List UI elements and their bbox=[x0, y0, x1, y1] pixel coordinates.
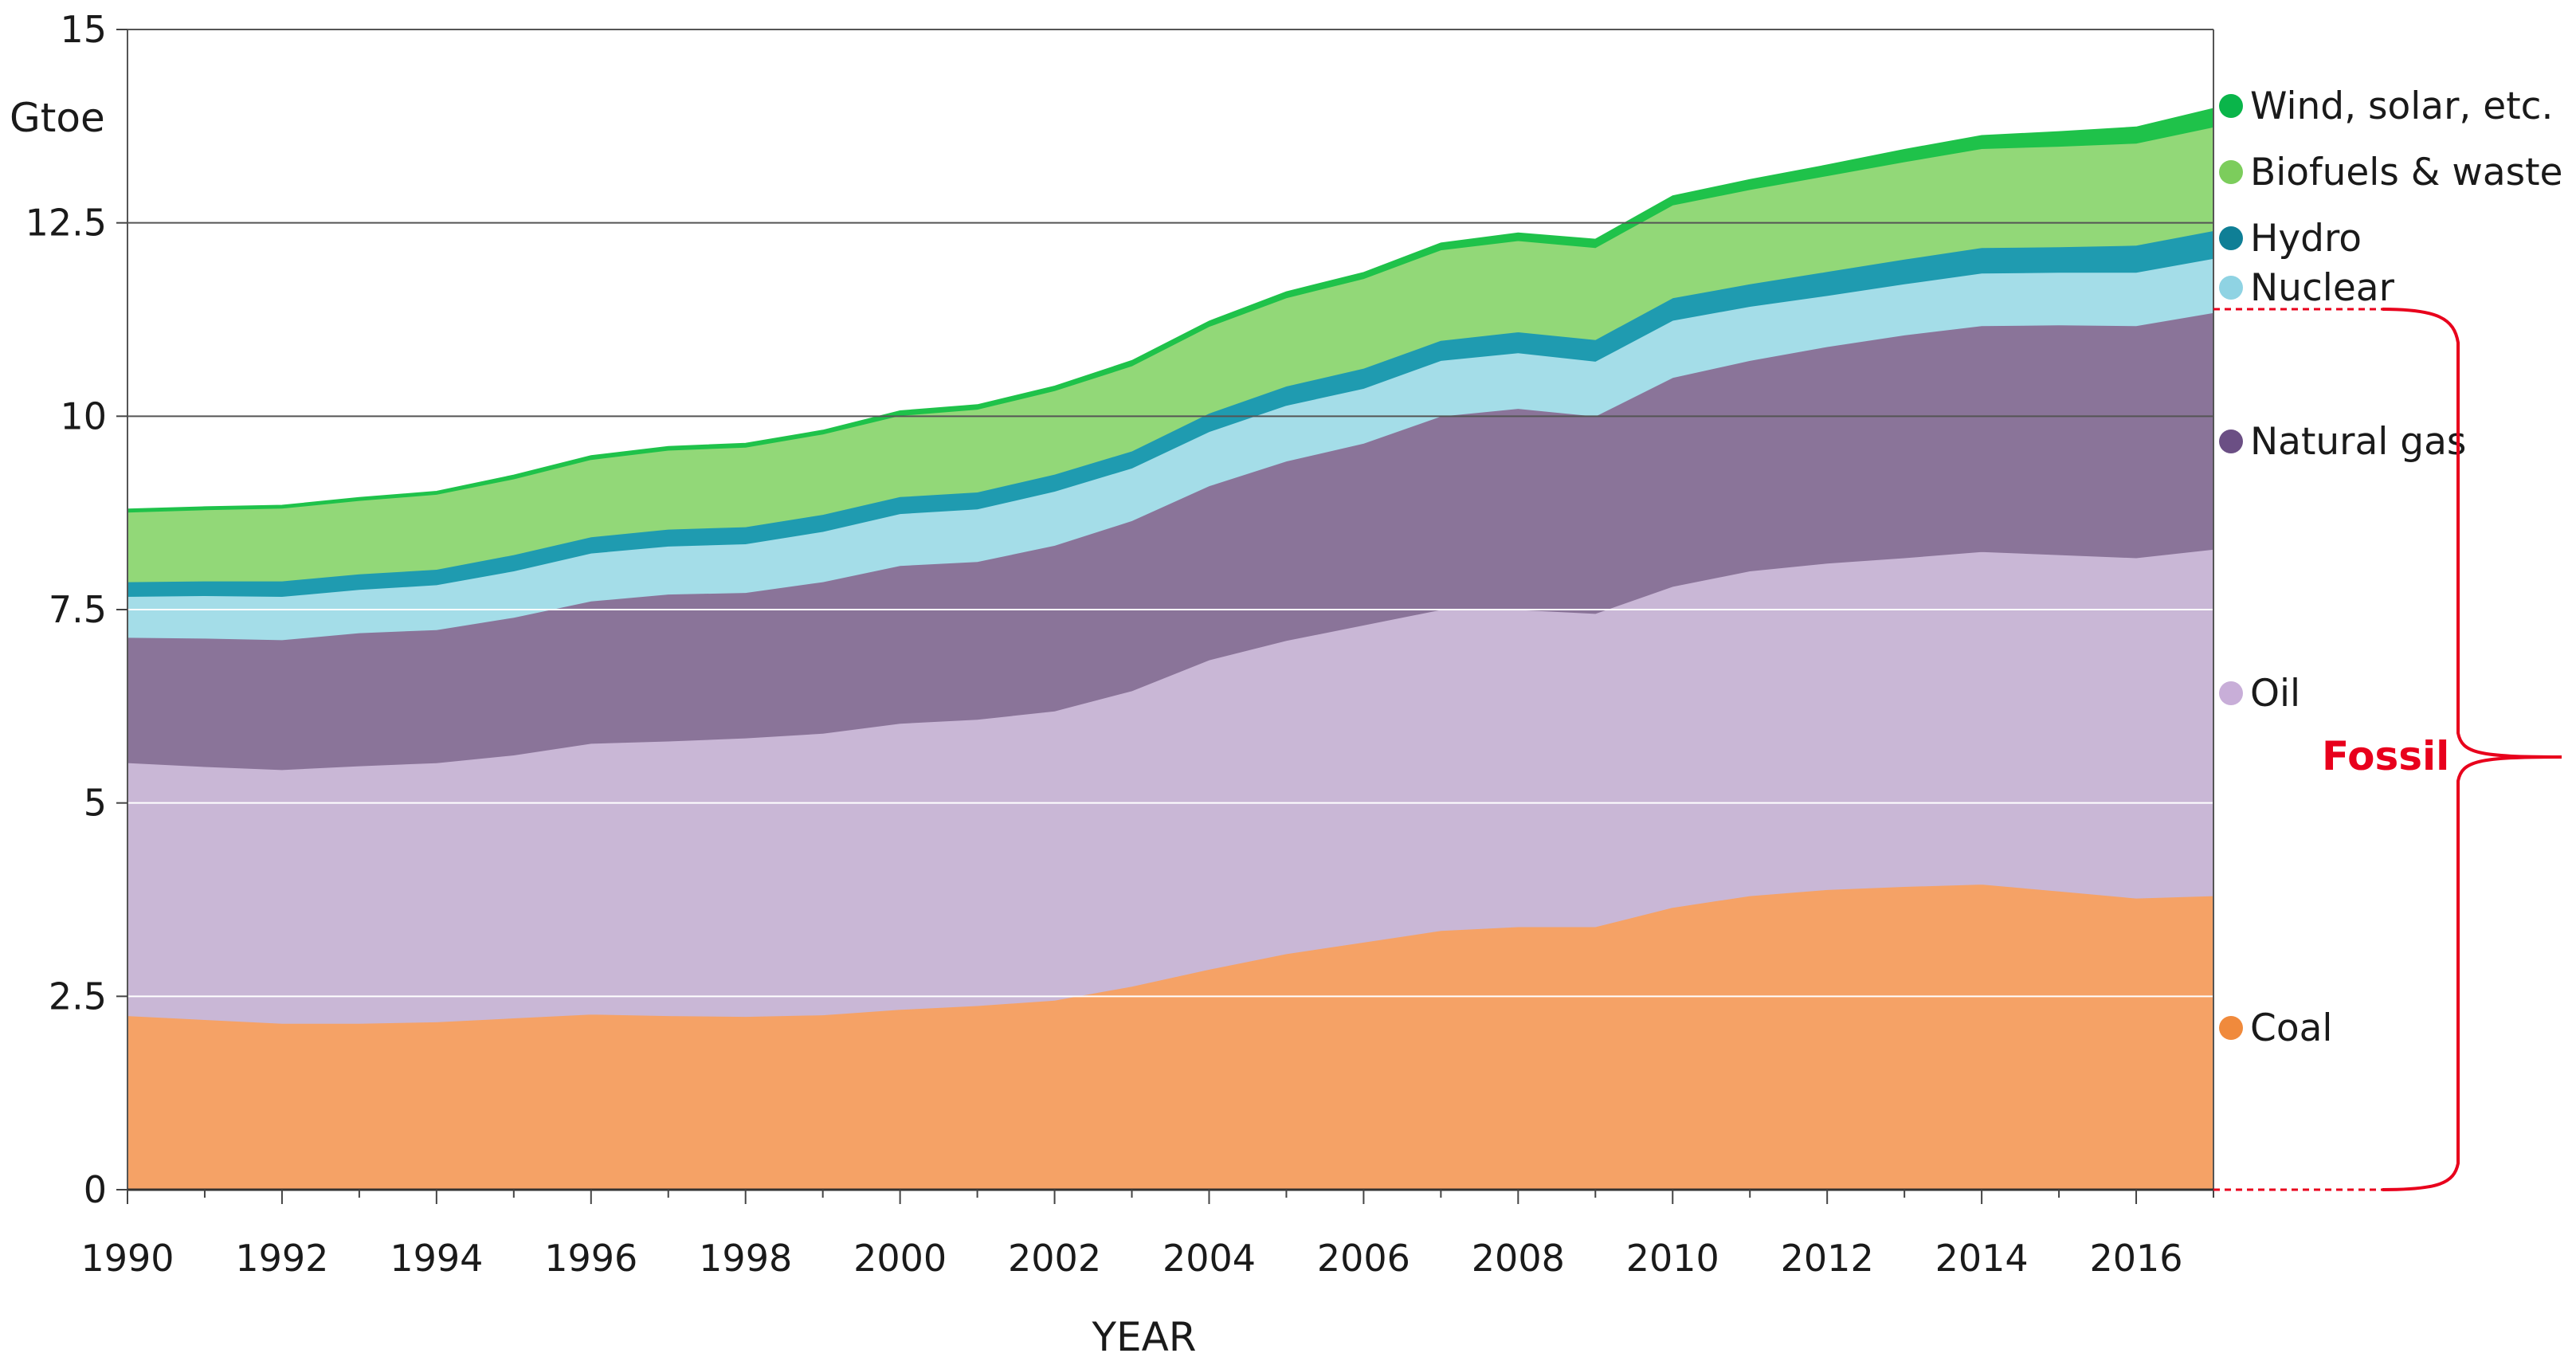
legend-label: Wind, solar, etc. bbox=[2250, 84, 2553, 128]
legend-swatch bbox=[2219, 276, 2243, 300]
legend-item-oil: Oil bbox=[2219, 672, 2300, 716]
legend-item-natural-gas: Natural gas bbox=[2219, 420, 2466, 464]
legend-swatch bbox=[2219, 94, 2243, 118]
axes bbox=[116, 29, 2214, 1204]
legend-label: Oil bbox=[2250, 672, 2300, 716]
legend-label: Coal bbox=[2250, 1006, 2332, 1050]
legend-swatch bbox=[2219, 226, 2243, 250]
y-axis-title: Gtoe bbox=[10, 95, 105, 141]
x-tick-label: 1994 bbox=[390, 1237, 483, 1280]
y-tick-label: 0 bbox=[84, 1168, 107, 1211]
stacked-areas bbox=[127, 108, 2214, 1190]
y-tick-label: 15 bbox=[60, 8, 107, 51]
x-tick-label: 1996 bbox=[544, 1237, 637, 1280]
legend-label: Natural gas bbox=[2250, 420, 2466, 464]
x-axis-title: YEAR bbox=[1091, 1314, 1196, 1360]
x-tick-label: 1998 bbox=[699, 1237, 792, 1280]
y-tick-label: 10 bbox=[60, 394, 107, 437]
legend-item-wind-solar-etc: Wind, solar, etc. bbox=[2219, 84, 2553, 128]
legend-item-hydro: Hydro bbox=[2219, 217, 2362, 261]
legend-label: Nuclear bbox=[2250, 266, 2395, 310]
y-tick-label: 2.5 bbox=[49, 975, 107, 1018]
x-tick-labels: 1990 1992 1994 1996 1998 2000 2002 2004 2006 2008… bbox=[80, 1237, 2182, 1280]
legend-label: Hydro bbox=[2250, 217, 2362, 261]
x-tick-label: 2006 bbox=[1317, 1237, 1410, 1280]
x-tick-label: 2002 bbox=[1008, 1237, 1101, 1280]
legend-swatch bbox=[2219, 160, 2243, 184]
x-tick-label: 2008 bbox=[1472, 1237, 1565, 1280]
gridlines bbox=[127, 222, 2213, 998]
x-tick-label: 2010 bbox=[1626, 1237, 1719, 1280]
x-tick-label: 2004 bbox=[1163, 1237, 1256, 1280]
x-tick-label: 2012 bbox=[1781, 1237, 1874, 1280]
y-tick-label: 12.5 bbox=[25, 202, 107, 245]
legend-item-nuclear: Nuclear bbox=[2219, 266, 2395, 310]
y-tick-labels: 0 2.5 5 7.5 10 12.5 15 bbox=[25, 8, 107, 1211]
y-tick-label: 5 bbox=[84, 782, 107, 825]
legend-swatch bbox=[2219, 681, 2243, 705]
x-tick-label: 2014 bbox=[1935, 1237, 2029, 1280]
x-tick-label: 2016 bbox=[2089, 1237, 2182, 1280]
legend-label: Biofuels & waste bbox=[2250, 151, 2562, 194]
legend: Wind, solar, etc. Biofuels & waste Hydro Nu… bbox=[2219, 84, 2562, 1050]
fossil-bracket: Fossil bbox=[2213, 308, 2562, 1191]
x-tick-label: 2000 bbox=[853, 1237, 947, 1280]
fossil-brace bbox=[2382, 308, 2562, 1191]
x-tick-label: 1992 bbox=[235, 1237, 328, 1280]
fossil-label: Fossil bbox=[2322, 733, 2449, 779]
legend-item-biofuels-waste: Biofuels & waste bbox=[2219, 151, 2562, 194]
legend-swatch bbox=[2219, 430, 2243, 453]
y-tick-label: 7.5 bbox=[49, 588, 107, 631]
legend-item-coal: Coal bbox=[2219, 1006, 2332, 1050]
legend-swatch bbox=[2219, 1016, 2243, 1040]
x-tick-label: 1990 bbox=[80, 1237, 174, 1280]
